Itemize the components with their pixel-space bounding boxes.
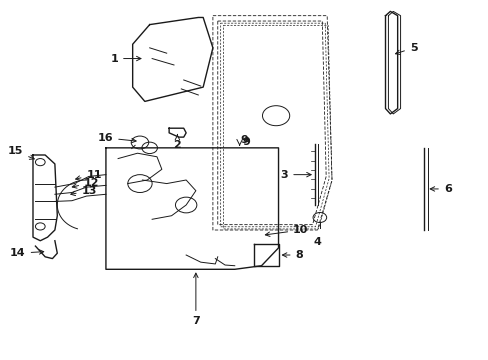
Text: 14: 14 (10, 248, 43, 258)
Text: 12: 12 (72, 177, 100, 188)
Text: 5: 5 (395, 43, 417, 54)
Text: 16: 16 (98, 133, 136, 143)
Text: 9: 9 (242, 138, 249, 148)
Text: 4: 4 (313, 237, 321, 247)
Text: 7: 7 (192, 273, 199, 326)
Text: 13: 13 (71, 186, 97, 196)
Text: 8: 8 (282, 250, 303, 260)
Text: 6: 6 (429, 184, 451, 194)
Text: 3: 3 (280, 170, 310, 180)
Text: 10: 10 (265, 225, 308, 237)
Text: 2: 2 (173, 134, 181, 150)
Text: 11: 11 (76, 170, 102, 180)
Text: 9: 9 (240, 135, 248, 145)
Text: 1: 1 (110, 54, 141, 64)
Text: 15: 15 (8, 147, 34, 159)
